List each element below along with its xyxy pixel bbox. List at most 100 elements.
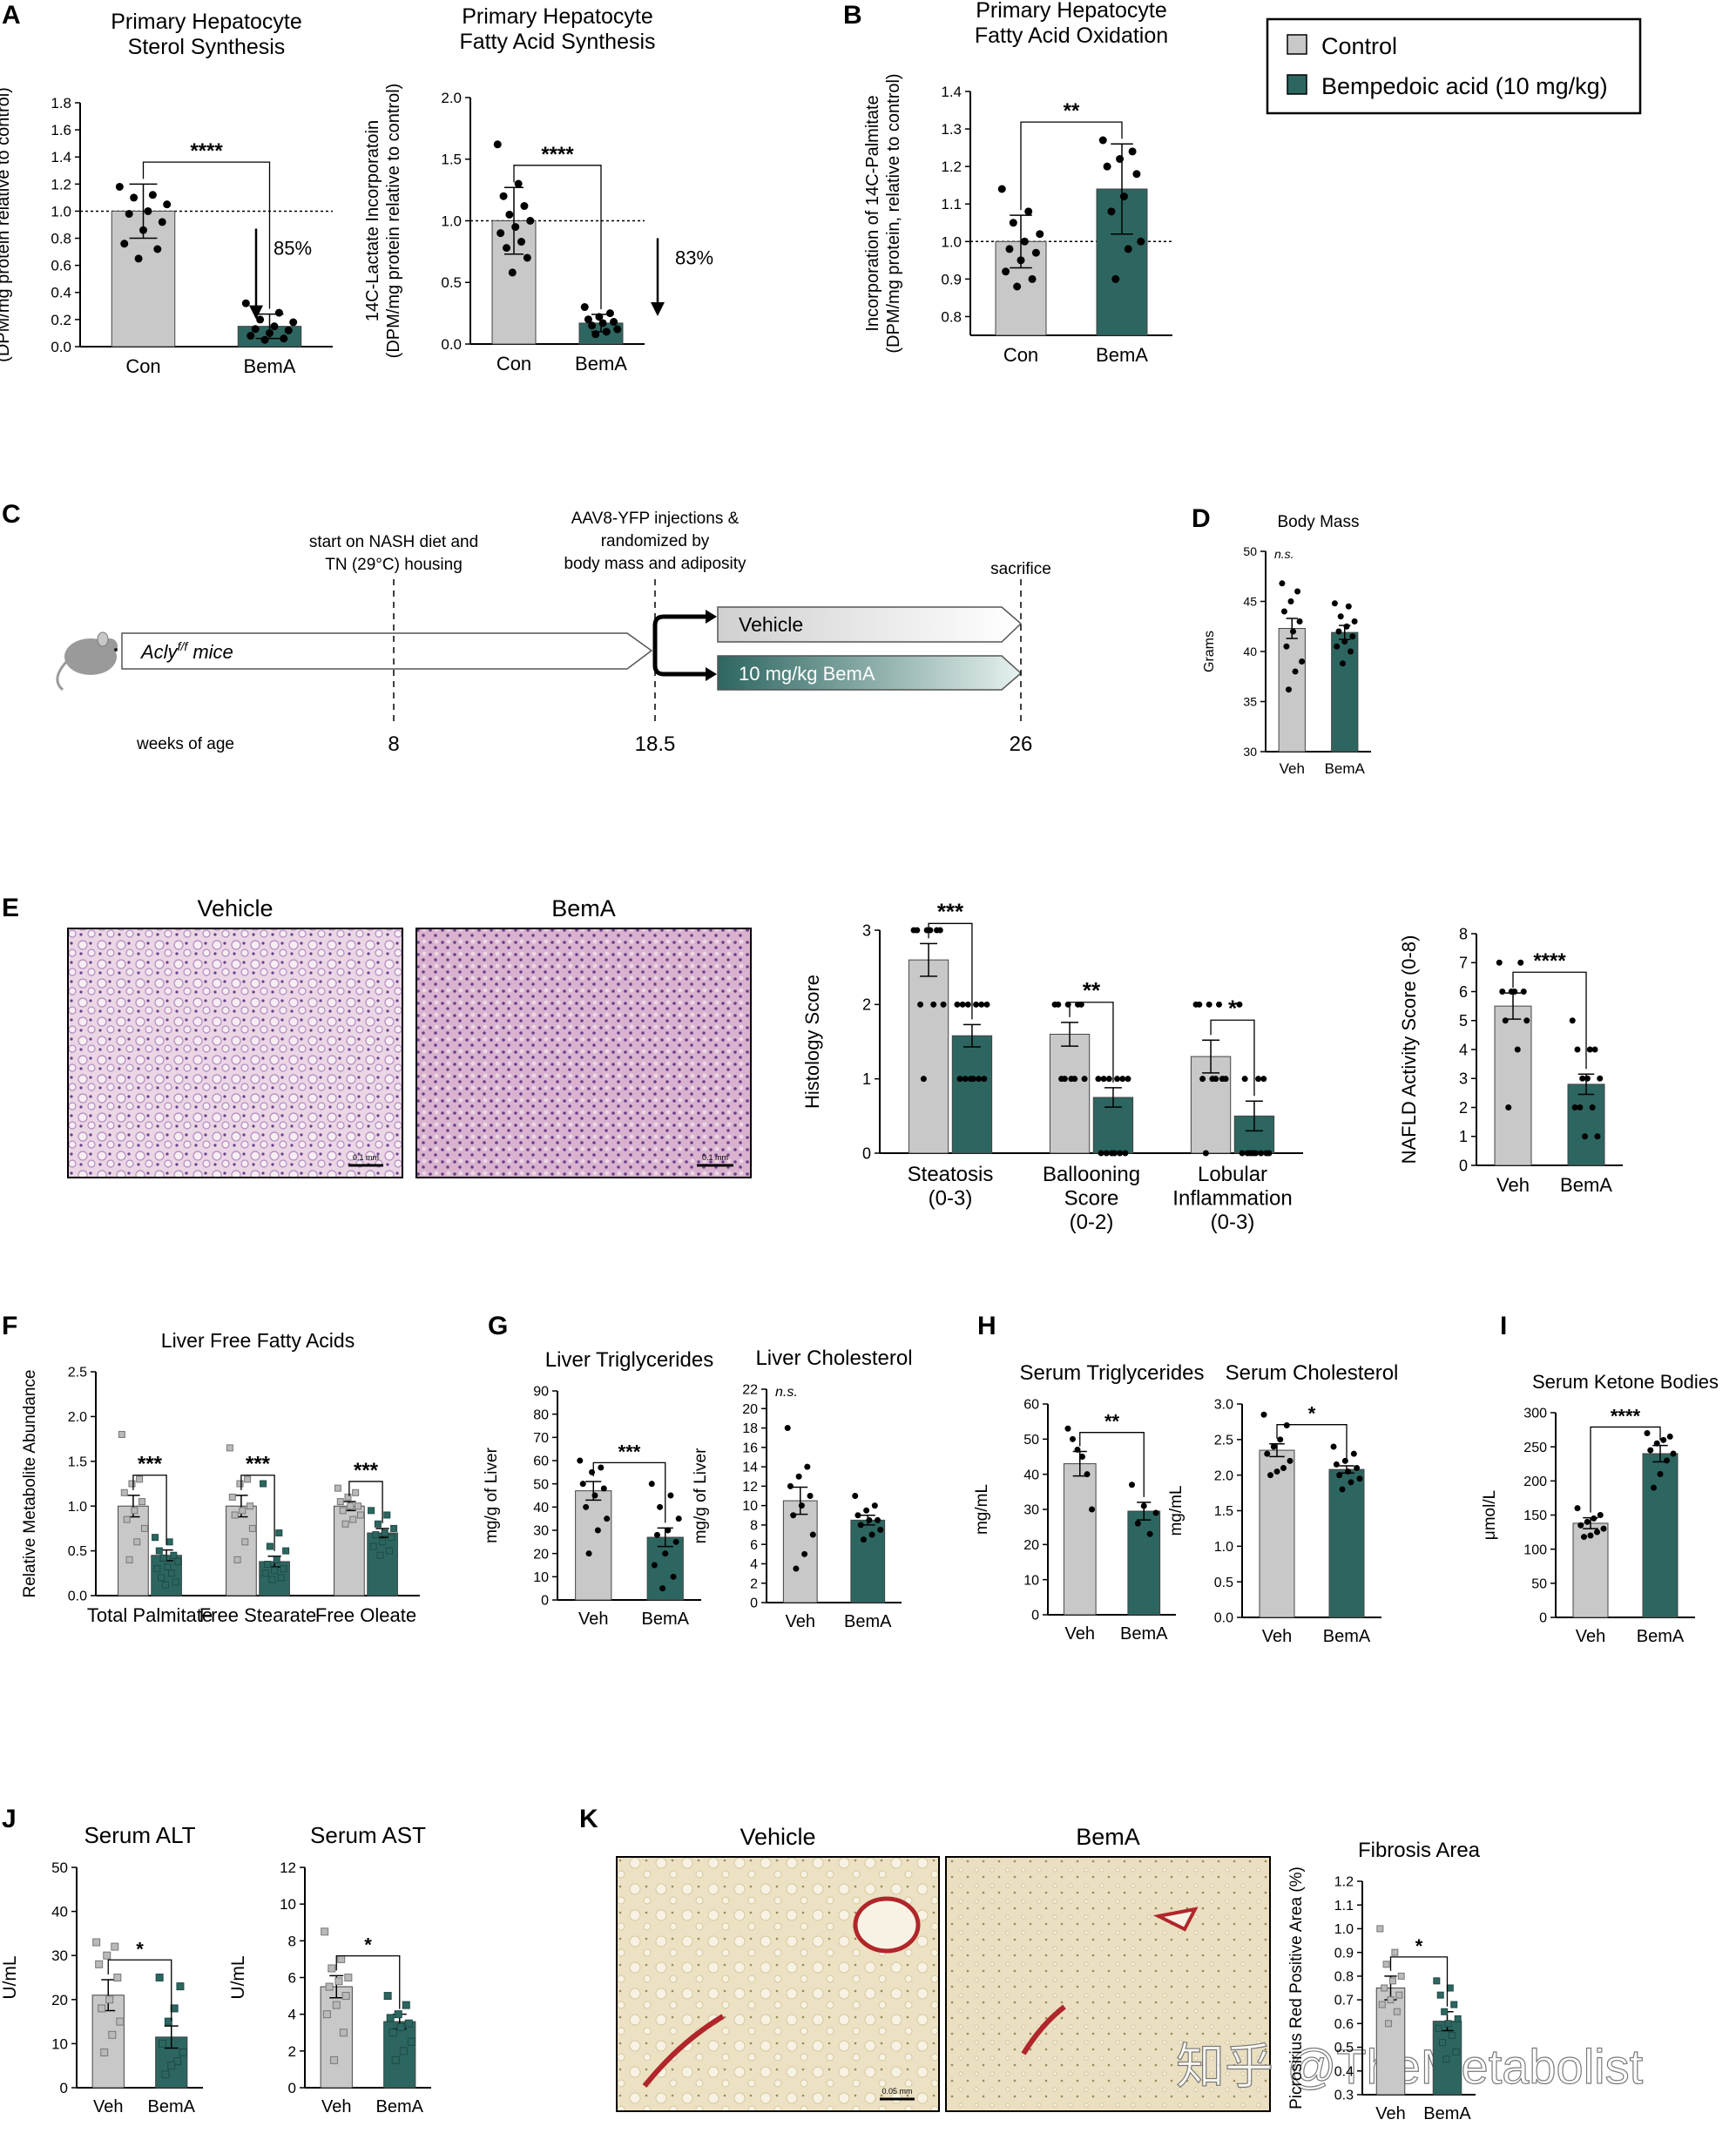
y-tick-label: 100 xyxy=(1523,1542,1547,1557)
data-point xyxy=(321,1927,329,1936)
panel-letter-k: K xyxy=(579,1805,598,1833)
y-tick-label: 1 xyxy=(862,1070,871,1088)
data-point xyxy=(1376,1925,1384,1933)
data-point xyxy=(496,229,505,238)
chart-title: Primary Hepatocyte xyxy=(462,4,653,29)
data-point xyxy=(1103,1150,1110,1157)
y-tick-label: 1.2 xyxy=(51,176,71,192)
event-2-line-2: randomized by xyxy=(601,532,710,550)
data-point xyxy=(233,1556,241,1563)
y-tick-label: 8 xyxy=(1459,925,1468,942)
event-2-line-3: body mass and adiposity xyxy=(564,555,746,573)
significance-label: **** xyxy=(1611,1405,1641,1427)
bar xyxy=(383,2021,416,2089)
data-point xyxy=(131,1507,138,1515)
data-point xyxy=(589,1468,596,1475)
y-tick-label: 1.6 xyxy=(51,122,71,138)
data-point xyxy=(1511,989,1518,995)
data-point xyxy=(1280,1465,1287,1471)
y-tick-label: 1.0 xyxy=(1334,1922,1354,1937)
y-tick-label: 1.1 xyxy=(941,196,962,213)
data-point xyxy=(1343,623,1350,630)
y-tick-label: 1.5 xyxy=(1214,1504,1233,1519)
significance-bracket xyxy=(513,165,602,310)
significance-label: ** xyxy=(1083,977,1101,1003)
significance-bracket xyxy=(1590,1426,1661,1513)
data-point xyxy=(1239,1150,1246,1157)
data-point xyxy=(352,1488,360,1496)
data-point xyxy=(493,140,502,149)
data-point xyxy=(407,2037,415,2046)
data-point xyxy=(381,1529,388,1537)
data-point xyxy=(260,1480,267,1488)
x-tick-label: BemA xyxy=(642,1610,690,1629)
data-point xyxy=(1134,1520,1141,1527)
data-point xyxy=(247,1502,254,1510)
micrograph-k-bema: BemA xyxy=(945,1824,1271,2112)
mouse-label: Aclyf/f mice xyxy=(139,639,233,663)
x-tick-label: BemA xyxy=(148,2097,196,2116)
data-point xyxy=(399,2047,408,2055)
data-point xyxy=(1435,2024,1442,2032)
data-point xyxy=(266,1542,274,1550)
data-point xyxy=(583,1503,590,1510)
y-tick-label: 10 xyxy=(742,1499,758,1514)
bar xyxy=(782,1500,818,1603)
y-tick-label: 0.3 xyxy=(1334,2089,1354,2103)
data-point xyxy=(1450,2001,1458,2008)
data-point xyxy=(153,1565,161,1573)
data-point xyxy=(651,1562,658,1569)
y-tick-label: 3.0 xyxy=(1214,1398,1233,1413)
data-point xyxy=(256,315,265,324)
data-point xyxy=(1584,1518,1591,1525)
y-tick-label: 3 xyxy=(862,921,871,939)
y-tick-label: 90 xyxy=(533,1385,549,1400)
data-point xyxy=(1255,1076,1262,1083)
legend-label-control: Control xyxy=(1321,33,1397,59)
data-point xyxy=(917,1001,924,1008)
data-point xyxy=(1273,1468,1280,1475)
y-tick-label: 40 xyxy=(1023,1468,1039,1482)
data-point xyxy=(1055,1001,1062,1008)
y-tick-label: 40 xyxy=(51,1904,68,1920)
data-point xyxy=(860,1536,867,1543)
y-tick-label: 20 xyxy=(1023,1538,1039,1553)
data-point xyxy=(1285,686,1292,693)
data-point xyxy=(163,200,172,209)
significance-bracket xyxy=(240,1475,275,1551)
y-tick-label: 30 xyxy=(51,1947,68,1964)
data-point xyxy=(499,192,508,200)
data-point xyxy=(1258,1150,1265,1157)
data-point xyxy=(1579,1075,1586,1082)
data-point xyxy=(1517,959,1524,966)
data-point xyxy=(1290,628,1297,635)
data-point xyxy=(113,1974,122,1981)
event-3-label: sacrifice xyxy=(990,560,1051,578)
data-point xyxy=(613,325,622,334)
data-point xyxy=(577,1457,584,1464)
data-point xyxy=(328,1964,336,1973)
micrograph-k-vehicle-scale: 0.05 mm xyxy=(882,2087,912,2096)
data-point xyxy=(854,1512,861,1519)
data-point xyxy=(1345,1468,1352,1475)
y-tick-label: 10 xyxy=(1023,1573,1039,1588)
x-tick-label: Veh xyxy=(1065,1624,1095,1644)
y-tick-label: 7 xyxy=(1459,955,1468,972)
y-tick-label: 2.5 xyxy=(1214,1433,1233,1448)
bar xyxy=(1092,1097,1134,1154)
chart-d: Body Mass Grams 30 35 40 45 50 Veh BemA n.s. xyxy=(1202,513,1371,777)
data-point xyxy=(598,319,607,327)
data-point xyxy=(1216,1001,1223,1008)
data-point xyxy=(1206,1001,1212,1008)
chart-title: Serum Cholesterol xyxy=(1226,1361,1399,1385)
x-tick-label: BemA xyxy=(244,355,296,377)
data-point xyxy=(657,1503,664,1510)
data-point xyxy=(1574,1505,1581,1512)
y-tick-label: 14 xyxy=(742,1461,758,1475)
y-axis-label: mg/g of Liver xyxy=(483,1447,501,1542)
y-tick-label: 0.8 xyxy=(51,231,71,247)
significance-bracket xyxy=(335,1954,401,2009)
data-point xyxy=(871,1502,878,1509)
micrograph-e-vehicle-scale: 0.1 mm xyxy=(353,1153,379,1162)
